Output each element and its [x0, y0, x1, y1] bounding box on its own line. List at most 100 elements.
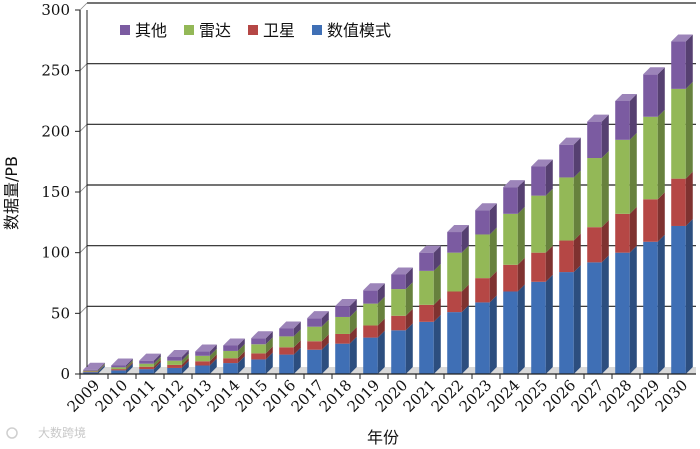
bar-2023-卫星	[475, 271, 497, 303]
bar-side	[517, 257, 525, 292]
bar-2010-卫星	[111, 362, 133, 371]
bar-front	[83, 370, 98, 372]
bar-front	[615, 213, 630, 253]
bar-2023-数值模式	[475, 295, 497, 374]
bar-front	[279, 354, 294, 374]
bar-top	[447, 225, 469, 233]
bar-2011-其他	[139, 353, 161, 364]
bar-front	[363, 337, 378, 374]
bar-side	[657, 67, 665, 117]
bar-2030-卫星	[671, 171, 693, 226]
bar-2012-数值模式	[167, 360, 189, 374]
bar-front	[251, 353, 266, 360]
bar-side	[629, 94, 637, 140]
bar-front	[559, 240, 574, 273]
bar-side	[433, 263, 441, 305]
bar-front	[615, 101, 630, 140]
gridline-depth-250	[79, 63, 88, 71]
bar-top	[503, 180, 525, 188]
bar-2013-数值模式	[195, 358, 217, 374]
bar-2028-其他	[615, 94, 637, 140]
bar-2030-其他	[671, 34, 693, 89]
bar-side	[209, 344, 217, 356]
bar-side	[685, 171, 693, 226]
bar-2013-雷达	[195, 348, 217, 362]
watermark-text: 大数跨境	[38, 425, 86, 440]
bar-side	[657, 234, 665, 374]
bar-2018-卫星	[335, 326, 357, 344]
bar-side	[293, 347, 301, 374]
bar-side	[377, 330, 385, 374]
bar-side	[97, 362, 105, 371]
bar-front	[83, 369, 98, 371]
bar-front	[83, 372, 98, 374]
bar-front	[279, 328, 294, 337]
bar-front	[111, 367, 126, 370]
bar-front	[643, 116, 658, 200]
y-tick-label-200: 200	[41, 122, 70, 140]
gridline-depth-200	[79, 124, 88, 132]
bar-side	[321, 319, 329, 342]
bar-side	[489, 203, 497, 235]
bar-side	[349, 326, 357, 344]
legend-label: 其他	[135, 21, 167, 40]
bar-2014-雷达	[223, 343, 245, 359]
legend-swatch	[312, 25, 322, 35]
bar-2027-其他	[587, 114, 609, 159]
bar-side	[629, 206, 637, 253]
bar-side	[601, 255, 609, 374]
bar-front	[363, 290, 378, 304]
bar-2021-卫星	[419, 297, 441, 322]
bar-top	[671, 34, 693, 42]
bar-side	[405, 308, 413, 331]
bar-side	[349, 309, 357, 334]
bar-front	[391, 330, 406, 374]
bar-2020-卫星	[391, 308, 413, 331]
legend-swatch	[248, 25, 258, 35]
bar-top	[391, 267, 413, 275]
bar-front	[223, 358, 238, 364]
bar-side	[153, 356, 161, 367]
bar-front	[447, 252, 462, 292]
bar-front	[587, 121, 602, 159]
legend-item-其他: 其他	[120, 21, 167, 40]
bar-front	[307, 349, 322, 374]
bar-front	[671, 178, 686, 226]
bar-front	[307, 318, 322, 327]
bar-front	[391, 315, 406, 331]
bar-front	[643, 199, 658, 242]
bar-side	[489, 227, 497, 279]
bar-front	[195, 361, 210, 366]
bar-side	[153, 359, 161, 370]
bar-front	[251, 359, 266, 374]
bar-side	[237, 343, 245, 359]
bar-2009-卫星	[83, 364, 105, 373]
bar-front	[83, 371, 98, 373]
y-tick-label-50: 50	[51, 304, 70, 322]
bar-side	[181, 357, 189, 368]
bar-2028-卫星	[615, 206, 637, 253]
legend-swatch	[120, 25, 130, 35]
bar-side	[545, 245, 553, 282]
bar-front	[531, 281, 546, 374]
bar-side	[601, 151, 609, 228]
bar-2020-雷达	[391, 282, 413, 316]
bar-side	[293, 340, 301, 355]
bar-front	[447, 312, 462, 374]
bar-side	[461, 305, 469, 374]
bar-side	[685, 34, 693, 89]
bar-side	[293, 321, 301, 337]
bar-side	[545, 159, 553, 196]
bar-front	[671, 88, 686, 179]
bar-front	[391, 289, 406, 316]
bar-2023-其他	[475, 203, 497, 235]
bar-front	[531, 252, 546, 282]
bar-side	[97, 364, 105, 373]
bar-side	[265, 337, 273, 354]
bar-side	[517, 180, 525, 214]
bar-2011-卫星	[139, 359, 161, 370]
gridline-depth-100	[79, 245, 88, 253]
bar-side	[517, 206, 525, 265]
bar-front	[167, 360, 182, 365]
